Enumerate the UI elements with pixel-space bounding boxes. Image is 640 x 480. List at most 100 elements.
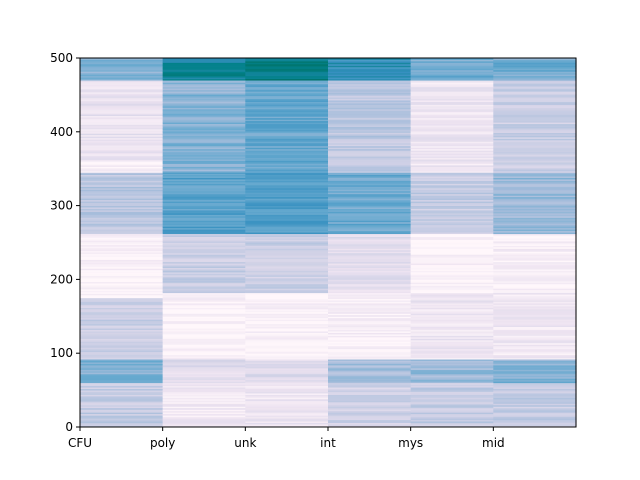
heatmap-cell bbox=[162, 183, 246, 186]
heatmap-cell bbox=[410, 235, 494, 237]
heatmap-cell bbox=[493, 410, 577, 413]
heatmap-cell bbox=[80, 360, 164, 363]
heatmap-cell bbox=[80, 416, 164, 419]
heatmap-cell bbox=[80, 345, 164, 348]
heatmap-cell bbox=[328, 286, 412, 289]
heatmap-cell bbox=[410, 378, 494, 381]
heatmap-cell bbox=[245, 311, 329, 314]
heatmap-cell bbox=[245, 416, 329, 419]
heatmap-cell bbox=[245, 419, 329, 422]
heatmap-cell bbox=[245, 246, 329, 249]
heatmap-cell bbox=[245, 134, 329, 136]
heatmap-cell bbox=[80, 149, 164, 152]
heatmap-cell bbox=[245, 357, 329, 360]
heatmap-cell bbox=[328, 266, 412, 268]
heatmap-cell bbox=[245, 218, 329, 221]
heatmap-cell bbox=[493, 385, 577, 388]
heatmap-cell bbox=[328, 60, 412, 63]
heatmap-cell bbox=[493, 169, 577, 172]
heatmap-cell bbox=[328, 277, 412, 280]
heatmap-cell bbox=[410, 220, 494, 223]
heatmap-cell bbox=[493, 370, 577, 373]
heatmap-cell bbox=[410, 232, 494, 235]
heatmap-cell bbox=[162, 71, 246, 74]
heatmap-cell bbox=[328, 398, 412, 401]
heatmap-cell bbox=[80, 224, 164, 227]
heatmap-cell bbox=[80, 103, 164, 106]
heatmap-cell bbox=[328, 246, 412, 249]
heatmap-cell bbox=[245, 245, 329, 248]
heatmap-cell bbox=[162, 249, 246, 252]
heatmap-cell bbox=[245, 255, 329, 258]
heatmap-cell bbox=[80, 241, 164, 244]
heatmap-cell bbox=[162, 274, 246, 277]
heatmap-cell bbox=[245, 398, 329, 401]
heatmap-cell bbox=[328, 274, 412, 277]
heatmap-cell bbox=[162, 157, 246, 160]
heatmap-cell bbox=[410, 322, 494, 325]
heatmap-cell bbox=[328, 235, 412, 237]
heatmap-cell bbox=[162, 316, 246, 319]
heatmap-cell bbox=[162, 189, 246, 192]
heatmap-cell bbox=[410, 144, 494, 147]
heatmap-cell bbox=[245, 254, 329, 257]
heatmap-cell bbox=[245, 295, 329, 298]
heatmap-cell bbox=[328, 254, 412, 257]
heatmap-cell bbox=[493, 215, 577, 218]
heatmap-cell bbox=[245, 370, 329, 373]
heatmap-cell bbox=[245, 238, 329, 240]
heatmap-cell bbox=[328, 117, 412, 120]
heatmap-cell bbox=[162, 202, 246, 205]
heatmap-cell bbox=[80, 176, 164, 178]
heatmap-cell bbox=[245, 300, 329, 302]
heatmap-cell bbox=[245, 242, 329, 245]
heatmap-cell bbox=[493, 78, 577, 81]
heatmap-cell bbox=[493, 170, 577, 173]
heatmap-cell bbox=[245, 150, 329, 153]
heatmap-cell bbox=[162, 370, 246, 373]
heatmap-cell bbox=[410, 59, 494, 62]
heatmap-cell bbox=[328, 226, 412, 229]
heatmap-cell bbox=[245, 276, 329, 279]
heatmap-cell bbox=[410, 173, 494, 176]
heatmap-cell bbox=[245, 378, 329, 381]
heatmap-cell bbox=[410, 415, 494, 418]
heatmap-cell bbox=[493, 292, 577, 295]
heatmap-cell bbox=[245, 156, 329, 159]
heatmap-cell bbox=[493, 285, 577, 288]
heatmap-cell bbox=[80, 146, 164, 149]
heatmap-cell bbox=[162, 255, 246, 258]
heatmap-cell bbox=[245, 248, 329, 251]
heatmap-cell bbox=[80, 155, 164, 158]
heatmap-cell bbox=[493, 283, 577, 286]
heatmap-cell bbox=[80, 211, 164, 214]
heatmap-cell bbox=[328, 413, 412, 416]
heatmap-cell bbox=[80, 323, 164, 326]
heatmap-cell bbox=[493, 72, 577, 75]
heatmap-cell bbox=[245, 181, 329, 184]
heatmap-cell bbox=[493, 211, 577, 214]
heatmap-cell bbox=[328, 425, 412, 428]
heatmap-cell bbox=[328, 329, 412, 332]
heatmap-cell bbox=[80, 102, 164, 105]
heatmap-cell bbox=[162, 326, 246, 329]
heatmap-cell bbox=[80, 68, 164, 71]
heatmap-cell bbox=[245, 329, 329, 332]
heatmap-cell bbox=[162, 89, 246, 92]
heatmap-cell bbox=[80, 410, 164, 413]
heatmap-cell bbox=[328, 104, 412, 107]
heatmap-cell bbox=[328, 190, 412, 193]
heatmap-cell bbox=[410, 227, 494, 230]
heatmap-cell bbox=[80, 342, 164, 345]
heatmap-cell bbox=[245, 113, 329, 116]
heatmap-cell bbox=[328, 342, 412, 345]
heatmap-cell bbox=[80, 59, 164, 62]
heatmap-cell bbox=[328, 156, 412, 159]
heatmap-cell bbox=[162, 210, 246, 212]
heatmap-cell bbox=[245, 192, 329, 195]
heatmap-cell bbox=[80, 244, 164, 247]
heatmap-cell bbox=[162, 412, 246, 415]
heatmap-cell bbox=[80, 227, 164, 230]
x-axis: CFU poly unk int mys mid bbox=[68, 427, 505, 450]
heatmap-cell bbox=[410, 335, 494, 338]
